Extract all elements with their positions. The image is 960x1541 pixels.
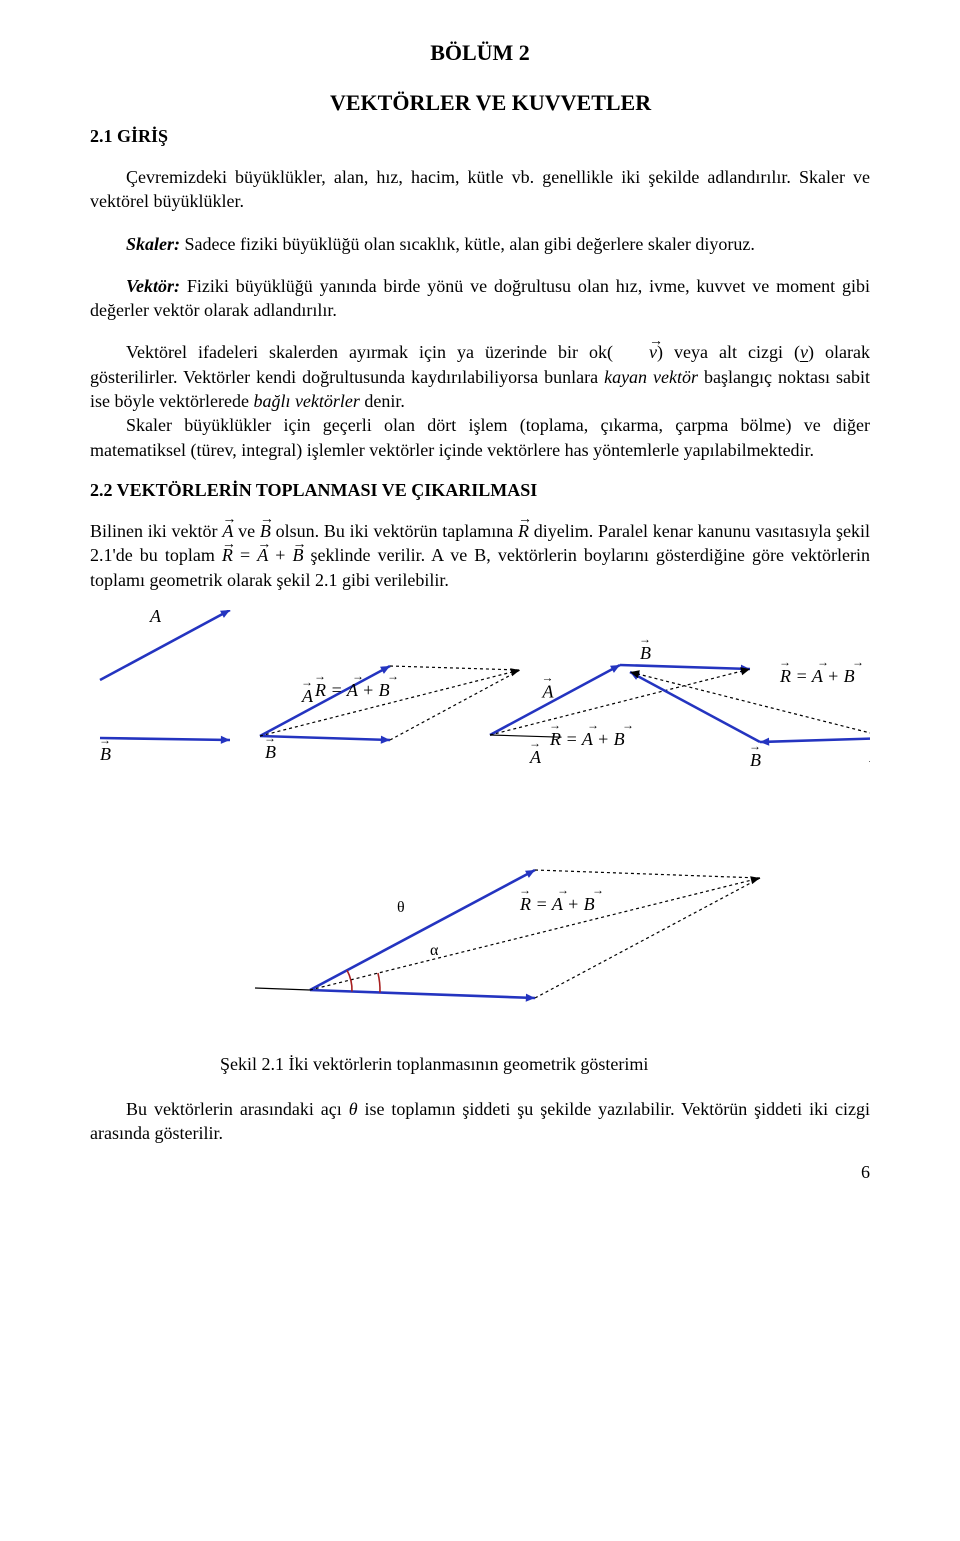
svg-text:B: B bbox=[750, 750, 761, 770]
svg-text:→: → bbox=[519, 883, 531, 897]
svg-text:→: → bbox=[639, 632, 651, 646]
figure-caption: Şekil 2.1 İki vektörlerin toplanmasının … bbox=[220, 1054, 870, 1075]
paragraph-2: Skaler: Sadece fiziki büyüklüğü olan sıc… bbox=[90, 232, 870, 256]
p6-c: olsun. Bu iki vektörün taplamına bbox=[271, 521, 518, 541]
svg-text:→: → bbox=[852, 655, 864, 669]
svg-text:A: A bbox=[869, 746, 870, 766]
p6-a: Bilinen iki vektör bbox=[90, 521, 222, 541]
svg-text:→: → bbox=[264, 731, 276, 745]
svg-text:→: → bbox=[529, 736, 541, 750]
svg-text:→: → bbox=[387, 669, 399, 683]
svg-text:R = A + B: R = A + B bbox=[779, 666, 855, 686]
paragraph-3: Vektör: Fiziki büyüklüğü yanında birde y… bbox=[90, 274, 870, 323]
theta-inline: θ bbox=[349, 1099, 358, 1119]
vektor-lead: Vektör: bbox=[126, 276, 180, 296]
svg-text:→: → bbox=[749, 739, 761, 753]
svg-text:→: → bbox=[549, 718, 561, 732]
vec-R-2: R bbox=[222, 543, 233, 567]
svg-text:→: → bbox=[817, 655, 829, 669]
svg-text:→: → bbox=[779, 655, 791, 669]
vektor-body: Fiziki büyüklüğü yanında birde yönü ve d… bbox=[90, 276, 870, 320]
svg-text:R = A + B: R = A + B bbox=[519, 894, 595, 914]
svg-text:A: A bbox=[149, 610, 162, 626]
svg-text:B: B bbox=[640, 643, 651, 663]
svg-text:α: α bbox=[430, 942, 439, 959]
p7-a: Bu vektörlerin arasındaki açı bbox=[126, 1099, 349, 1119]
svg-text:→: → bbox=[301, 675, 313, 689]
paragraph-4: Vektörel ifadeleri skalerden ayırmak içi… bbox=[90, 340, 870, 413]
vec-A-2: A bbox=[257, 543, 268, 567]
section-1-heading: 2.1 GİRİŞ bbox=[90, 126, 870, 147]
svg-text:→: → bbox=[869, 735, 870, 749]
svg-text:θ: θ bbox=[397, 899, 405, 916]
svg-text:→: → bbox=[352, 669, 364, 683]
svg-text:→: → bbox=[542, 670, 554, 684]
sub-title: VEKTÖRLER VE KUVVETLER bbox=[330, 90, 870, 116]
paragraph-7: Bu vektörlerin arasındaki açı θ ise topl… bbox=[90, 1097, 870, 1146]
p4-e: denir. bbox=[360, 391, 405, 411]
svg-text:→: → bbox=[99, 733, 111, 747]
skaler-lead: Skaler: bbox=[126, 234, 180, 254]
paragraph-1: Çevremizdeki büyüklükler, alan, hız, hac… bbox=[90, 165, 870, 214]
svg-text:A: A bbox=[301, 686, 314, 706]
p4-a: Vektörel ifadeleri skalerden ayırmak içi… bbox=[126, 342, 613, 362]
svg-text:B: B bbox=[100, 744, 111, 764]
svg-text:→: → bbox=[592, 883, 604, 897]
figure-svg: A→B→A→B→R = A + B→→→A→B→A→R = A + B→→→A→… bbox=[90, 610, 870, 1030]
kayan-vektor: kayan vektör bbox=[604, 367, 698, 387]
figure-2-1: A→B→A→B→R = A + B→→→A→B→A→R = A + B→→→A→… bbox=[90, 610, 870, 1030]
vec-v-over: v bbox=[613, 340, 657, 364]
chapter-title: BÖLÜM 2 bbox=[90, 40, 870, 66]
svg-text:A: A bbox=[529, 747, 542, 767]
svg-text:B: B bbox=[265, 742, 276, 762]
section-2-heading: 2.2 VEKTÖRLERİN TOPLANMASI VE ÇIKARILMAS… bbox=[90, 480, 870, 501]
page-number: 6 bbox=[861, 1162, 870, 1183]
paragraph-5: Skaler büyüklükler için geçerli olan dör… bbox=[90, 413, 870, 462]
skaler-body: Sadece fiziki büyüklüğü olan sıcaklık, k… bbox=[180, 234, 755, 254]
svg-text:R = A + B: R = A + B bbox=[314, 680, 390, 700]
paragraph-6: Bilinen iki vektör A ve B olsun. Bu iki … bbox=[90, 519, 870, 592]
bagli-vektorler: bağlı vektörler bbox=[253, 391, 359, 411]
vec-B-2: B bbox=[292, 543, 303, 567]
p4-b: ) veya alt cizgi ( bbox=[657, 342, 800, 362]
svg-text:→: → bbox=[622, 718, 634, 732]
vec-v-under: v bbox=[800, 342, 808, 362]
p6-b: ve bbox=[233, 521, 260, 541]
svg-text:→: → bbox=[557, 883, 569, 897]
svg-text:→: → bbox=[587, 718, 599, 732]
svg-text:→: → bbox=[314, 669, 326, 683]
svg-text:A: A bbox=[542, 681, 555, 701]
svg-text:R = A + B: R = A + B bbox=[549, 729, 625, 749]
vec-R-1: R bbox=[518, 519, 529, 543]
